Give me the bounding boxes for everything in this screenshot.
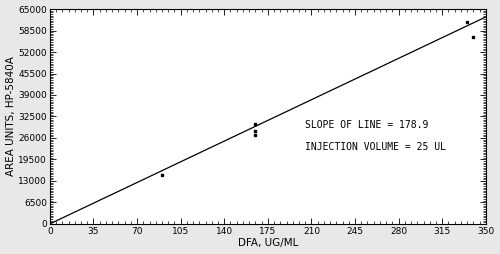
Text: SLOPE OF LINE = 178.9: SLOPE OF LINE = 178.9	[305, 120, 428, 130]
Text: INJECTION VOLUME = 25 UL: INJECTION VOLUME = 25 UL	[305, 141, 446, 152]
Y-axis label: AREA UNITS, HP-5840A: AREA UNITS, HP-5840A	[6, 57, 16, 177]
X-axis label: DFA, UG/ML: DFA, UG/ML	[238, 239, 298, 248]
